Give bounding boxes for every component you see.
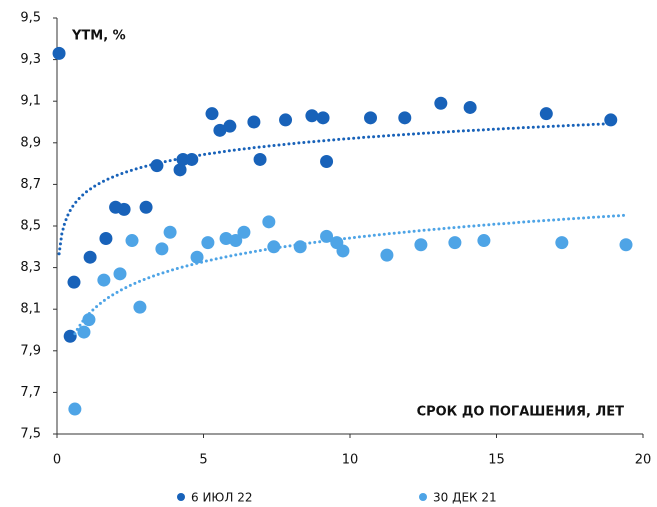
legend-marker <box>419 493 427 501</box>
point <box>262 215 276 229</box>
point <box>555 236 569 250</box>
point <box>380 248 394 262</box>
point <box>293 240 307 254</box>
point <box>68 402 82 416</box>
point <box>155 242 169 256</box>
y-tick-label: 9,3 <box>20 52 41 67</box>
point <box>125 234 139 248</box>
point <box>173 163 187 177</box>
point <box>237 225 251 239</box>
point <box>150 159 164 173</box>
point <box>52 46 66 60</box>
point <box>320 229 334 243</box>
point <box>320 155 334 169</box>
point <box>77 325 91 339</box>
y-tick-label: 8,1 <box>20 302 41 317</box>
y-tick-label: 7,9 <box>20 343 41 358</box>
point <box>229 234 243 248</box>
point <box>336 244 350 258</box>
point <box>83 250 97 264</box>
point <box>414 238 428 252</box>
point <box>247 115 261 129</box>
point <box>219 231 233 245</box>
point <box>539 107 553 121</box>
point <box>364 111 378 125</box>
point <box>139 200 153 214</box>
point <box>619 238 633 252</box>
y-tick-label: 7,7 <box>20 385 41 400</box>
point <box>267 240 281 254</box>
y-tick-label: 8,9 <box>20 135 41 150</box>
x-axis-label: СРОК ДО ПОГАШЕНИЯ, ЛЕТ <box>417 405 625 420</box>
point <box>205 107 219 121</box>
legend-marker <box>177 493 185 501</box>
point <box>305 109 319 123</box>
point <box>434 96 448 110</box>
point <box>316 111 330 125</box>
trendline <box>57 122 613 256</box>
point <box>201 236 215 250</box>
x-tick-label: 10 <box>342 453 359 468</box>
x-tick-label: 5 <box>199 453 207 468</box>
point <box>63 329 77 343</box>
point <box>223 119 237 133</box>
point <box>113 267 127 281</box>
point <box>604 113 618 127</box>
point <box>99 231 113 245</box>
y-axis-label: YTM, % <box>71 29 126 44</box>
x-tick-label: 15 <box>488 453 505 468</box>
point <box>117 202 131 216</box>
point <box>185 152 199 166</box>
point <box>133 300 147 314</box>
trendline <box>73 213 628 336</box>
y-tick-label: 8,3 <box>20 260 41 275</box>
y-tick-label: 8,5 <box>20 219 41 234</box>
point <box>67 275 81 289</box>
point <box>190 250 204 264</box>
y-tick-label: 7,5 <box>20 427 41 442</box>
point <box>163 225 177 239</box>
y-tick-label: 8,7 <box>20 177 41 192</box>
legend-label: 6 ИЮЛ 22 <box>191 491 253 505</box>
y-tick-label: 9,1 <box>20 94 41 109</box>
legend-label: 30 ДЕК 21 <box>433 491 497 505</box>
x-tick-label: 20 <box>635 453 652 468</box>
point <box>279 113 293 127</box>
point <box>213 123 227 137</box>
point <box>253 152 267 166</box>
point <box>82 313 96 327</box>
point <box>97 273 111 287</box>
point <box>448 236 462 250</box>
x-tick-label: 0 <box>53 453 61 468</box>
y-tick-label: 9,5 <box>20 11 41 26</box>
point <box>477 234 491 248</box>
point <box>398 111 412 125</box>
point <box>463 100 477 114</box>
